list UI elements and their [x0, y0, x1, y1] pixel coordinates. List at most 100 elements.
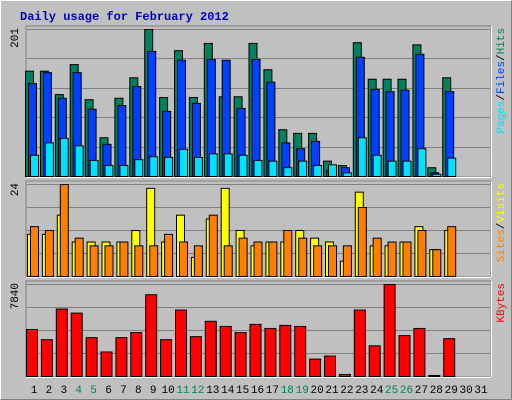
- legend-entry: Files: [496, 61, 508, 94]
- bar: [283, 230, 293, 277]
- bar: [268, 241, 278, 277]
- bar: [40, 339, 53, 378]
- x-tick-label: 20: [310, 385, 323, 397]
- x-tick-label: 15: [236, 385, 249, 397]
- bar: [119, 165, 129, 177]
- bar: [145, 294, 158, 377]
- bar: [368, 345, 381, 378]
- bar: [59, 184, 69, 277]
- x-tick-label: 4: [75, 385, 82, 397]
- x-tick-label: 11: [176, 385, 190, 397]
- bar: [342, 245, 352, 277]
- bar: [149, 156, 159, 178]
- y-tick-label: 201: [10, 28, 22, 48]
- x-tick-label: 30: [459, 385, 472, 397]
- bar: [179, 148, 188, 177]
- legend-separator: /: [496, 94, 508, 101]
- bar: [30, 226, 39, 278]
- bar: [249, 323, 262, 378]
- bar: [30, 154, 39, 178]
- bar: [85, 337, 98, 378]
- legend: Sites/Visits: [496, 183, 508, 262]
- legend-separator: /: [496, 54, 508, 61]
- bar: [313, 165, 323, 177]
- bar: [443, 338, 456, 377]
- bar: [134, 245, 144, 277]
- x-tick-label: 10: [161, 385, 174, 397]
- bar: [104, 245, 114, 277]
- bar: [55, 308, 68, 377]
- x-tick-label: 22: [340, 385, 353, 397]
- bar: [89, 159, 99, 177]
- bar: [115, 337, 128, 378]
- bar: [189, 336, 202, 377]
- bar: [309, 358, 322, 377]
- bar: [193, 156, 203, 178]
- bar: [383, 284, 396, 377]
- bar: [59, 137, 69, 178]
- bar: [417, 230, 427, 277]
- bar: [447, 226, 457, 278]
- bar: [264, 327, 277, 377]
- x-tick-label: 14: [221, 385, 235, 397]
- bar: [44, 230, 54, 277]
- bar: [432, 173, 442, 177]
- bar: [428, 374, 441, 378]
- bar: [298, 237, 308, 278]
- bar: [298, 160, 308, 177]
- legend-entry: Visits: [496, 183, 508, 223]
- bar: [398, 335, 411, 378]
- bar: [164, 233, 174, 277]
- bar: [193, 245, 203, 277]
- x-tick-label: 1: [31, 385, 38, 397]
- bar: [238, 154, 248, 178]
- bar: [357, 137, 367, 177]
- x-tick-label: 28: [430, 385, 443, 397]
- x-tick-label: 18: [281, 385, 294, 397]
- bar: [74, 237, 84, 278]
- legend-entry: Sites: [496, 229, 508, 262]
- bar: [219, 325, 232, 377]
- bar: [179, 241, 188, 277]
- x-tick-label: 2: [46, 385, 53, 397]
- bar: [387, 241, 397, 277]
- bar: [160, 339, 173, 378]
- x-tick-label: 9: [150, 385, 157, 397]
- bar: [328, 164, 337, 177]
- x-tick-label: 27: [415, 385, 428, 397]
- legend-entry: KBytes: [496, 283, 508, 323]
- x-tick-label: 7: [120, 385, 127, 397]
- x-tick-label: 26: [400, 385, 413, 397]
- legend-entry: Hits: [496, 28, 508, 54]
- bar: [149, 245, 159, 277]
- bar: [338, 373, 351, 377]
- x-tick-label: 21: [325, 385, 339, 397]
- x-tick-label: 29: [445, 385, 458, 397]
- y-tick-label: 24: [10, 183, 22, 197]
- bar: [223, 245, 233, 277]
- bar: [44, 142, 54, 178]
- x-tick-label: 17: [266, 385, 279, 397]
- bar: [402, 241, 412, 277]
- x-tick-label: 13: [206, 385, 219, 397]
- x-tick-label: 25: [385, 385, 398, 397]
- bar: [253, 159, 263, 177]
- bar: [432, 249, 442, 278]
- bar: [387, 160, 397, 177]
- bar: [134, 159, 144, 178]
- bar: [104, 165, 114, 177]
- bar: [447, 157, 457, 177]
- y-tick-label: 7840: [10, 283, 22, 309]
- bar: [251, 58, 261, 177]
- bar: [328, 245, 337, 277]
- bar: [357, 207, 367, 277]
- bar: [164, 156, 174, 178]
- bar: [204, 320, 217, 377]
- x-tick-label: 12: [191, 385, 204, 397]
- chart-title: Daily usage for February 2012: [20, 10, 229, 24]
- legend: Pages/Files/Hits: [496, 28, 508, 134]
- bar: [70, 312, 83, 377]
- bar: [283, 167, 293, 177]
